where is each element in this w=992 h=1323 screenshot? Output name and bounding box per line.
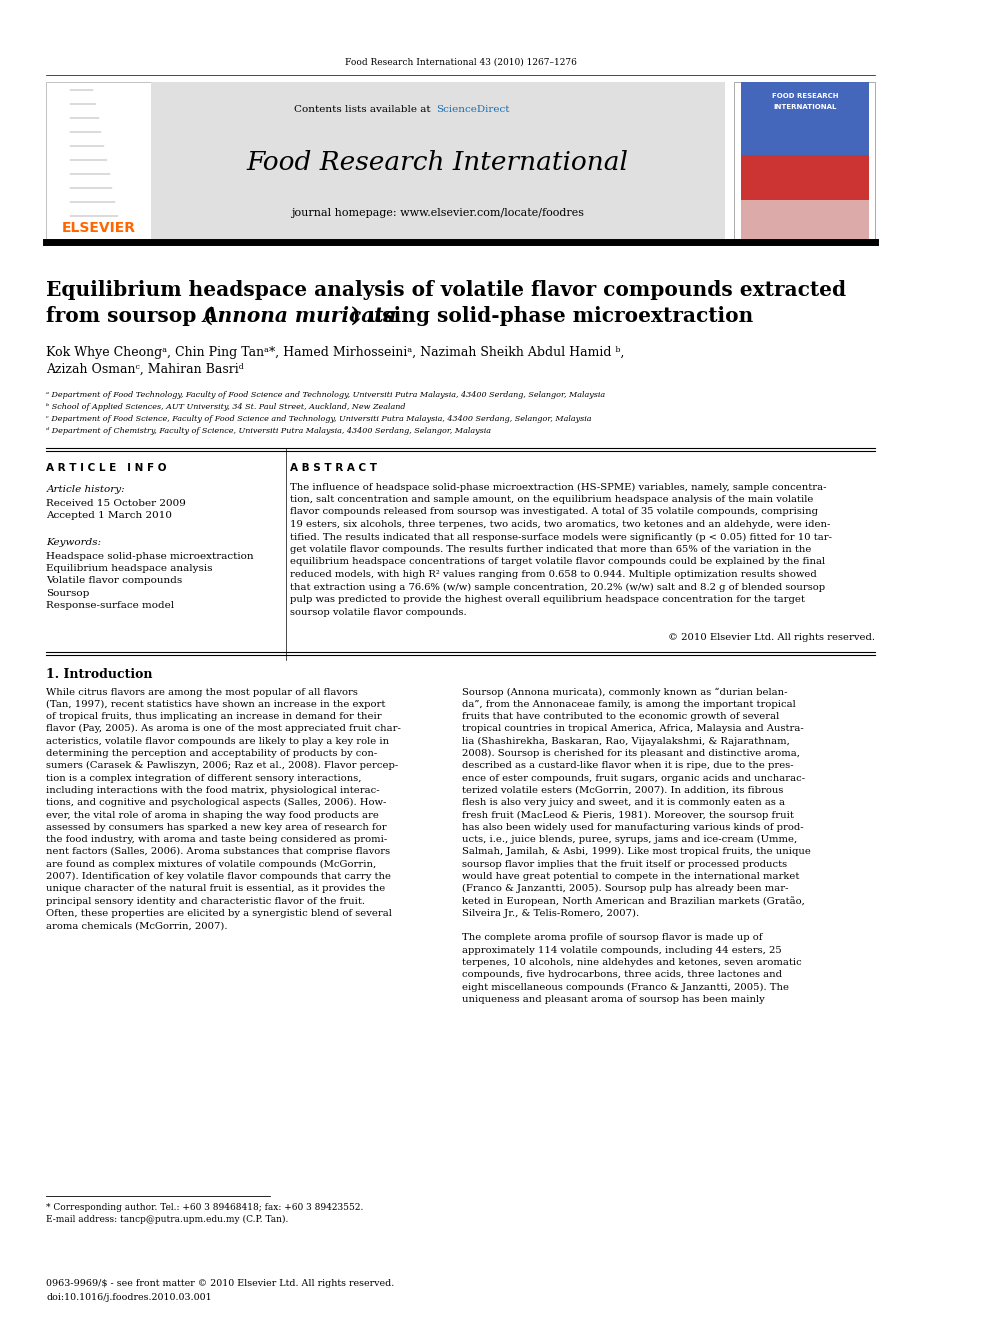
Text: soursop volatile flavor compounds.: soursop volatile flavor compounds. bbox=[290, 607, 466, 617]
Text: compounds, five hydrocarbons, three acids, three lactones and: compounds, five hydrocarbons, three acid… bbox=[462, 970, 782, 979]
Text: Annona muricata: Annona muricata bbox=[202, 306, 397, 325]
Text: lia (Shashirekha, Baskaran, Rao, Vijayalakshmi, & Rajarathnam,: lia (Shashirekha, Baskaran, Rao, Vijayal… bbox=[462, 737, 790, 746]
Text: flavor (Pay, 2005). As aroma is one of the most appreciated fruit char-: flavor (Pay, 2005). As aroma is one of t… bbox=[47, 724, 402, 733]
Text: ᵃ Department of Food Technology, Faculty of Food Science and Technology, Univers: ᵃ Department of Food Technology, Faculty… bbox=[47, 392, 605, 400]
Text: flesh is also very juicy and sweet, and it is commonly eaten as a: flesh is also very juicy and sweet, and … bbox=[462, 798, 785, 807]
Text: ence of ester compounds, fruit sugars, organic acids and uncharac-: ence of ester compounds, fruit sugars, o… bbox=[462, 774, 806, 783]
Text: Silveira Jr., & Telis-Romero, 2007).: Silveira Jr., & Telis-Romero, 2007). bbox=[462, 909, 639, 918]
Text: While citrus flavors are among the most popular of all flavors: While citrus flavors are among the most … bbox=[47, 688, 358, 696]
Text: ever, the vital role of aroma in shaping the way food products are: ever, the vital role of aroma in shaping… bbox=[47, 811, 379, 819]
Text: A B S T R A C T: A B S T R A C T bbox=[290, 463, 377, 474]
Bar bbox=[741, 155, 869, 200]
Bar bbox=[151, 82, 725, 239]
Text: Food Research International 43 (2010) 1267–1276: Food Research International 43 (2010) 12… bbox=[345, 57, 577, 66]
Text: da”, from the Annonaceae family, is among the important tropical: da”, from the Annonaceae family, is amon… bbox=[462, 700, 796, 709]
Text: E-mail address: tancp@putra.upm.edu.my (C.P. Tan).: E-mail address: tancp@putra.upm.edu.my (… bbox=[47, 1215, 289, 1224]
Text: equilibrium headspace concentrations of target volatile flavor compounds could b: equilibrium headspace concentrations of … bbox=[290, 557, 825, 566]
Text: ᵇ School of Applied Sciences, AUT University, 34 St. Paul Street, Auckland, New : ᵇ School of Applied Sciences, AUT Univer… bbox=[47, 404, 406, 411]
Text: eight miscellaneous compounds (Franco & Janzantti, 2005). The: eight miscellaneous compounds (Franco & … bbox=[462, 983, 789, 992]
Text: Equilibrium headspace analysis of volatile flavor compounds extracted: Equilibrium headspace analysis of volati… bbox=[47, 280, 846, 300]
Text: Often, these properties are elicited by a synergistic blend of several: Often, these properties are elicited by … bbox=[47, 909, 393, 918]
Text: unique character of the natural fruit is essential, as it provides the: unique character of the natural fruit is… bbox=[47, 884, 386, 893]
Bar bbox=[47, 82, 151, 239]
Text: Soursop: Soursop bbox=[47, 589, 90, 598]
Text: the food industry, with aroma and taste being considered as promi-: the food industry, with aroma and taste … bbox=[47, 835, 388, 844]
Text: Salmah, Jamilah, & Asbi, 1999). Like most tropical fruits, the unique: Salmah, Jamilah, & Asbi, 1999). Like mos… bbox=[462, 847, 810, 856]
Text: pulp was predicted to provide the highest overall equilibrium headspace concentr: pulp was predicted to provide the highes… bbox=[290, 595, 805, 605]
Text: fruits that have contributed to the economic growth of several: fruits that have contributed to the econ… bbox=[462, 712, 779, 721]
Text: are found as complex mixtures of volatile compounds (McGorrin,: are found as complex mixtures of volatil… bbox=[47, 860, 377, 869]
Text: tions, and cognitive and psychological aspects (Salles, 2006). How-: tions, and cognitive and psychological a… bbox=[47, 798, 387, 807]
Text: Headspace solid-phase microextraction: Headspace solid-phase microextraction bbox=[47, 552, 254, 561]
Text: Kok Whye Cheongᵃ, Chin Ping Tanᵃ*, Hamed Mirhosseiniᵃ, Nazimah Sheikh Abdul Hami: Kok Whye Cheongᵃ, Chin Ping Tanᵃ*, Hamed… bbox=[47, 345, 625, 359]
Text: soursop flavor implies that the fruit itself or processed products: soursop flavor implies that the fruit it… bbox=[462, 860, 787, 869]
Text: determining the perception and acceptability of products by con-: determining the perception and acceptabi… bbox=[47, 749, 378, 758]
Text: 19 esters, six alcohols, three terpenes, two acids, two aromatics, two ketones a: 19 esters, six alcohols, three terpenes,… bbox=[290, 520, 830, 529]
Text: keted in European, North American and Brazilian markets (Gratão,: keted in European, North American and Br… bbox=[462, 896, 805, 906]
Text: tropical countries in tropical America, Africa, Malaysia and Austra-: tropical countries in tropical America, … bbox=[462, 725, 804, 733]
Text: described as a custard-like flavor when it is ripe, due to the pres-: described as a custard-like flavor when … bbox=[462, 761, 794, 770]
Text: ᶜ Department of Food Science, Faculty of Food Science and Technology, Universiti: ᶜ Department of Food Science, Faculty of… bbox=[47, 415, 592, 423]
Text: ᵈ Department of Chemistry, Faculty of Science, Universiti Putra Malaysia, 43400 : ᵈ Department of Chemistry, Faculty of Sc… bbox=[47, 427, 491, 435]
Text: ucts, i.e., juice blends, puree, syrups, jams and ice-cream (Umme,: ucts, i.e., juice blends, puree, syrups,… bbox=[462, 835, 798, 844]
Text: acteristics, volatile flavor compounds are likely to play a key role in: acteristics, volatile flavor compounds a… bbox=[47, 737, 390, 746]
Text: INTERNATIONAL: INTERNATIONAL bbox=[773, 105, 836, 110]
Text: FOOD RESEARCH: FOOD RESEARCH bbox=[772, 93, 838, 99]
Text: assessed by consumers has sparked a new key area of research for: assessed by consumers has sparked a new … bbox=[47, 823, 387, 832]
Text: A R T I C L E   I N F O: A R T I C L E I N F O bbox=[47, 463, 167, 474]
Bar bbox=[734, 82, 876, 239]
Text: nent factors (Salles, 2006). Aroma substances that comprise flavors: nent factors (Salles, 2006). Aroma subst… bbox=[47, 847, 391, 856]
Text: (Franco & Janzantti, 2005). Soursop pulp has already been mar-: (Franco & Janzantti, 2005). Soursop pulp… bbox=[462, 884, 789, 893]
Text: sumers (Carasek & Pawliszyn, 2006; Raz et al., 2008). Flavor percep-: sumers (Carasek & Pawliszyn, 2006; Raz e… bbox=[47, 761, 399, 770]
Text: principal sensory identity and characteristic flavor of the fruit.: principal sensory identity and character… bbox=[47, 897, 365, 906]
Text: 0963-9969/$ - see front matter © 2010 Elsevier Ltd. All rights reserved.: 0963-9969/$ - see front matter © 2010 El… bbox=[47, 1279, 395, 1289]
Text: approximately 114 volatile compounds, including 44 esters, 25: approximately 114 volatile compounds, in… bbox=[462, 946, 782, 955]
Text: Volatile flavor compounds: Volatile flavor compounds bbox=[47, 577, 183, 586]
Text: 1. Introduction: 1. Introduction bbox=[47, 668, 153, 680]
Text: tion, salt concentration and sample amount, on the equilibrium headspace analysi: tion, salt concentration and sample amou… bbox=[290, 495, 813, 504]
Bar bbox=[741, 200, 869, 239]
Text: (Tan, 1997), recent statistics have shown an increase in the export: (Tan, 1997), recent statistics have show… bbox=[47, 700, 386, 709]
Text: of tropical fruits, thus implicating an increase in demand for their: of tropical fruits, thus implicating an … bbox=[47, 712, 382, 721]
Text: tion is a complex integration of different sensory interactions,: tion is a complex integration of differe… bbox=[47, 774, 362, 783]
Text: Keywords:: Keywords: bbox=[47, 538, 101, 548]
Text: doi:10.1016/j.foodres.2010.03.001: doi:10.1016/j.foodres.2010.03.001 bbox=[47, 1294, 212, 1303]
Text: Food Research International: Food Research International bbox=[247, 149, 629, 175]
Text: flavor compounds released from soursop was investigated. A total of 35 volatile : flavor compounds released from soursop w… bbox=[290, 508, 818, 516]
Text: Response-surface model: Response-surface model bbox=[47, 602, 175, 610]
Text: terized volatile esters (McGorrin, 2007). In addition, its fibrous: terized volatile esters (McGorrin, 2007)… bbox=[462, 786, 784, 795]
Text: Equilibrium headspace analysis: Equilibrium headspace analysis bbox=[47, 564, 213, 573]
Text: Azizah Osmanᶜ, Mahiran Basriᵈ: Azizah Osmanᶜ, Mahiran Basriᵈ bbox=[47, 363, 244, 376]
Text: Contents lists available at: Contents lists available at bbox=[295, 106, 434, 115]
Text: The influence of headspace solid-phase microextraction (HS-SPME) variables, name: The influence of headspace solid-phase m… bbox=[290, 483, 826, 492]
Text: uniqueness and pleasant aroma of soursop has been mainly: uniqueness and pleasant aroma of soursop… bbox=[462, 995, 765, 1004]
Text: * Corresponding author. Tel.: +60 3 89468418; fax: +60 3 89423552.: * Corresponding author. Tel.: +60 3 8946… bbox=[47, 1203, 364, 1212]
Text: Received 15 October 2009: Received 15 October 2009 bbox=[47, 499, 186, 508]
Text: © 2010 Elsevier Ltd. All rights reserved.: © 2010 Elsevier Ltd. All rights reserved… bbox=[669, 634, 876, 643]
Text: tified. The results indicated that all response-surface models were significantl: tified. The results indicated that all r… bbox=[290, 532, 832, 541]
Text: journal homepage: www.elsevier.com/locate/foodres: journal homepage: www.elsevier.com/locat… bbox=[292, 208, 584, 218]
Text: reduced models, with high R² values ranging from 0.658 to 0.944. Multiple optimi: reduced models, with high R² values rang… bbox=[290, 570, 816, 579]
Text: that extraction using a 76.6% (w/w) sample concentration, 20.2% (w/w) salt and 8: that extraction using a 76.6% (w/w) samp… bbox=[290, 582, 825, 591]
Text: Article history:: Article history: bbox=[47, 486, 125, 495]
Text: aroma chemicals (McGorrin, 2007).: aroma chemicals (McGorrin, 2007). bbox=[47, 921, 228, 930]
Text: ) using solid-phase microextraction: ) using solid-phase microextraction bbox=[351, 306, 754, 325]
Text: Accepted 1 March 2010: Accepted 1 March 2010 bbox=[47, 512, 173, 520]
Text: terpenes, 10 alcohols, nine aldehydes and ketones, seven aromatic: terpenes, 10 alcohols, nine aldehydes an… bbox=[462, 958, 802, 967]
Text: including interactions with the food matrix, physiological interac-: including interactions with the food mat… bbox=[47, 786, 380, 795]
Text: from soursop (: from soursop ( bbox=[47, 306, 213, 325]
Text: has also been widely used for manufacturing various kinds of prod-: has also been widely used for manufactur… bbox=[462, 823, 804, 832]
Text: 2008). Soursop is cherished for its pleasant and distinctive aroma,: 2008). Soursop is cherished for its plea… bbox=[462, 749, 800, 758]
Text: fresh fruit (MacLeod & Pieris, 1981). Moreover, the soursop fruit: fresh fruit (MacLeod & Pieris, 1981). Mo… bbox=[462, 811, 794, 819]
Text: 2007). Identification of key volatile flavor compounds that carry the: 2007). Identification of key volatile fl… bbox=[47, 872, 392, 881]
Text: ScienceDirect: ScienceDirect bbox=[435, 106, 509, 115]
Text: would have great potential to compete in the international market: would have great potential to compete in… bbox=[462, 872, 800, 881]
Bar bbox=[741, 82, 869, 155]
Text: The complete aroma profile of soursop flavor is made up of: The complete aroma profile of soursop fl… bbox=[462, 934, 763, 942]
Text: Soursop (Annona muricata), commonly known as “durian belan-: Soursop (Annona muricata), commonly know… bbox=[462, 688, 788, 697]
Text: get volatile flavor compounds. The results further indicated that more than 65% : get volatile flavor compounds. The resul… bbox=[290, 545, 811, 554]
Text: ELSEVIER: ELSEVIER bbox=[62, 221, 136, 235]
